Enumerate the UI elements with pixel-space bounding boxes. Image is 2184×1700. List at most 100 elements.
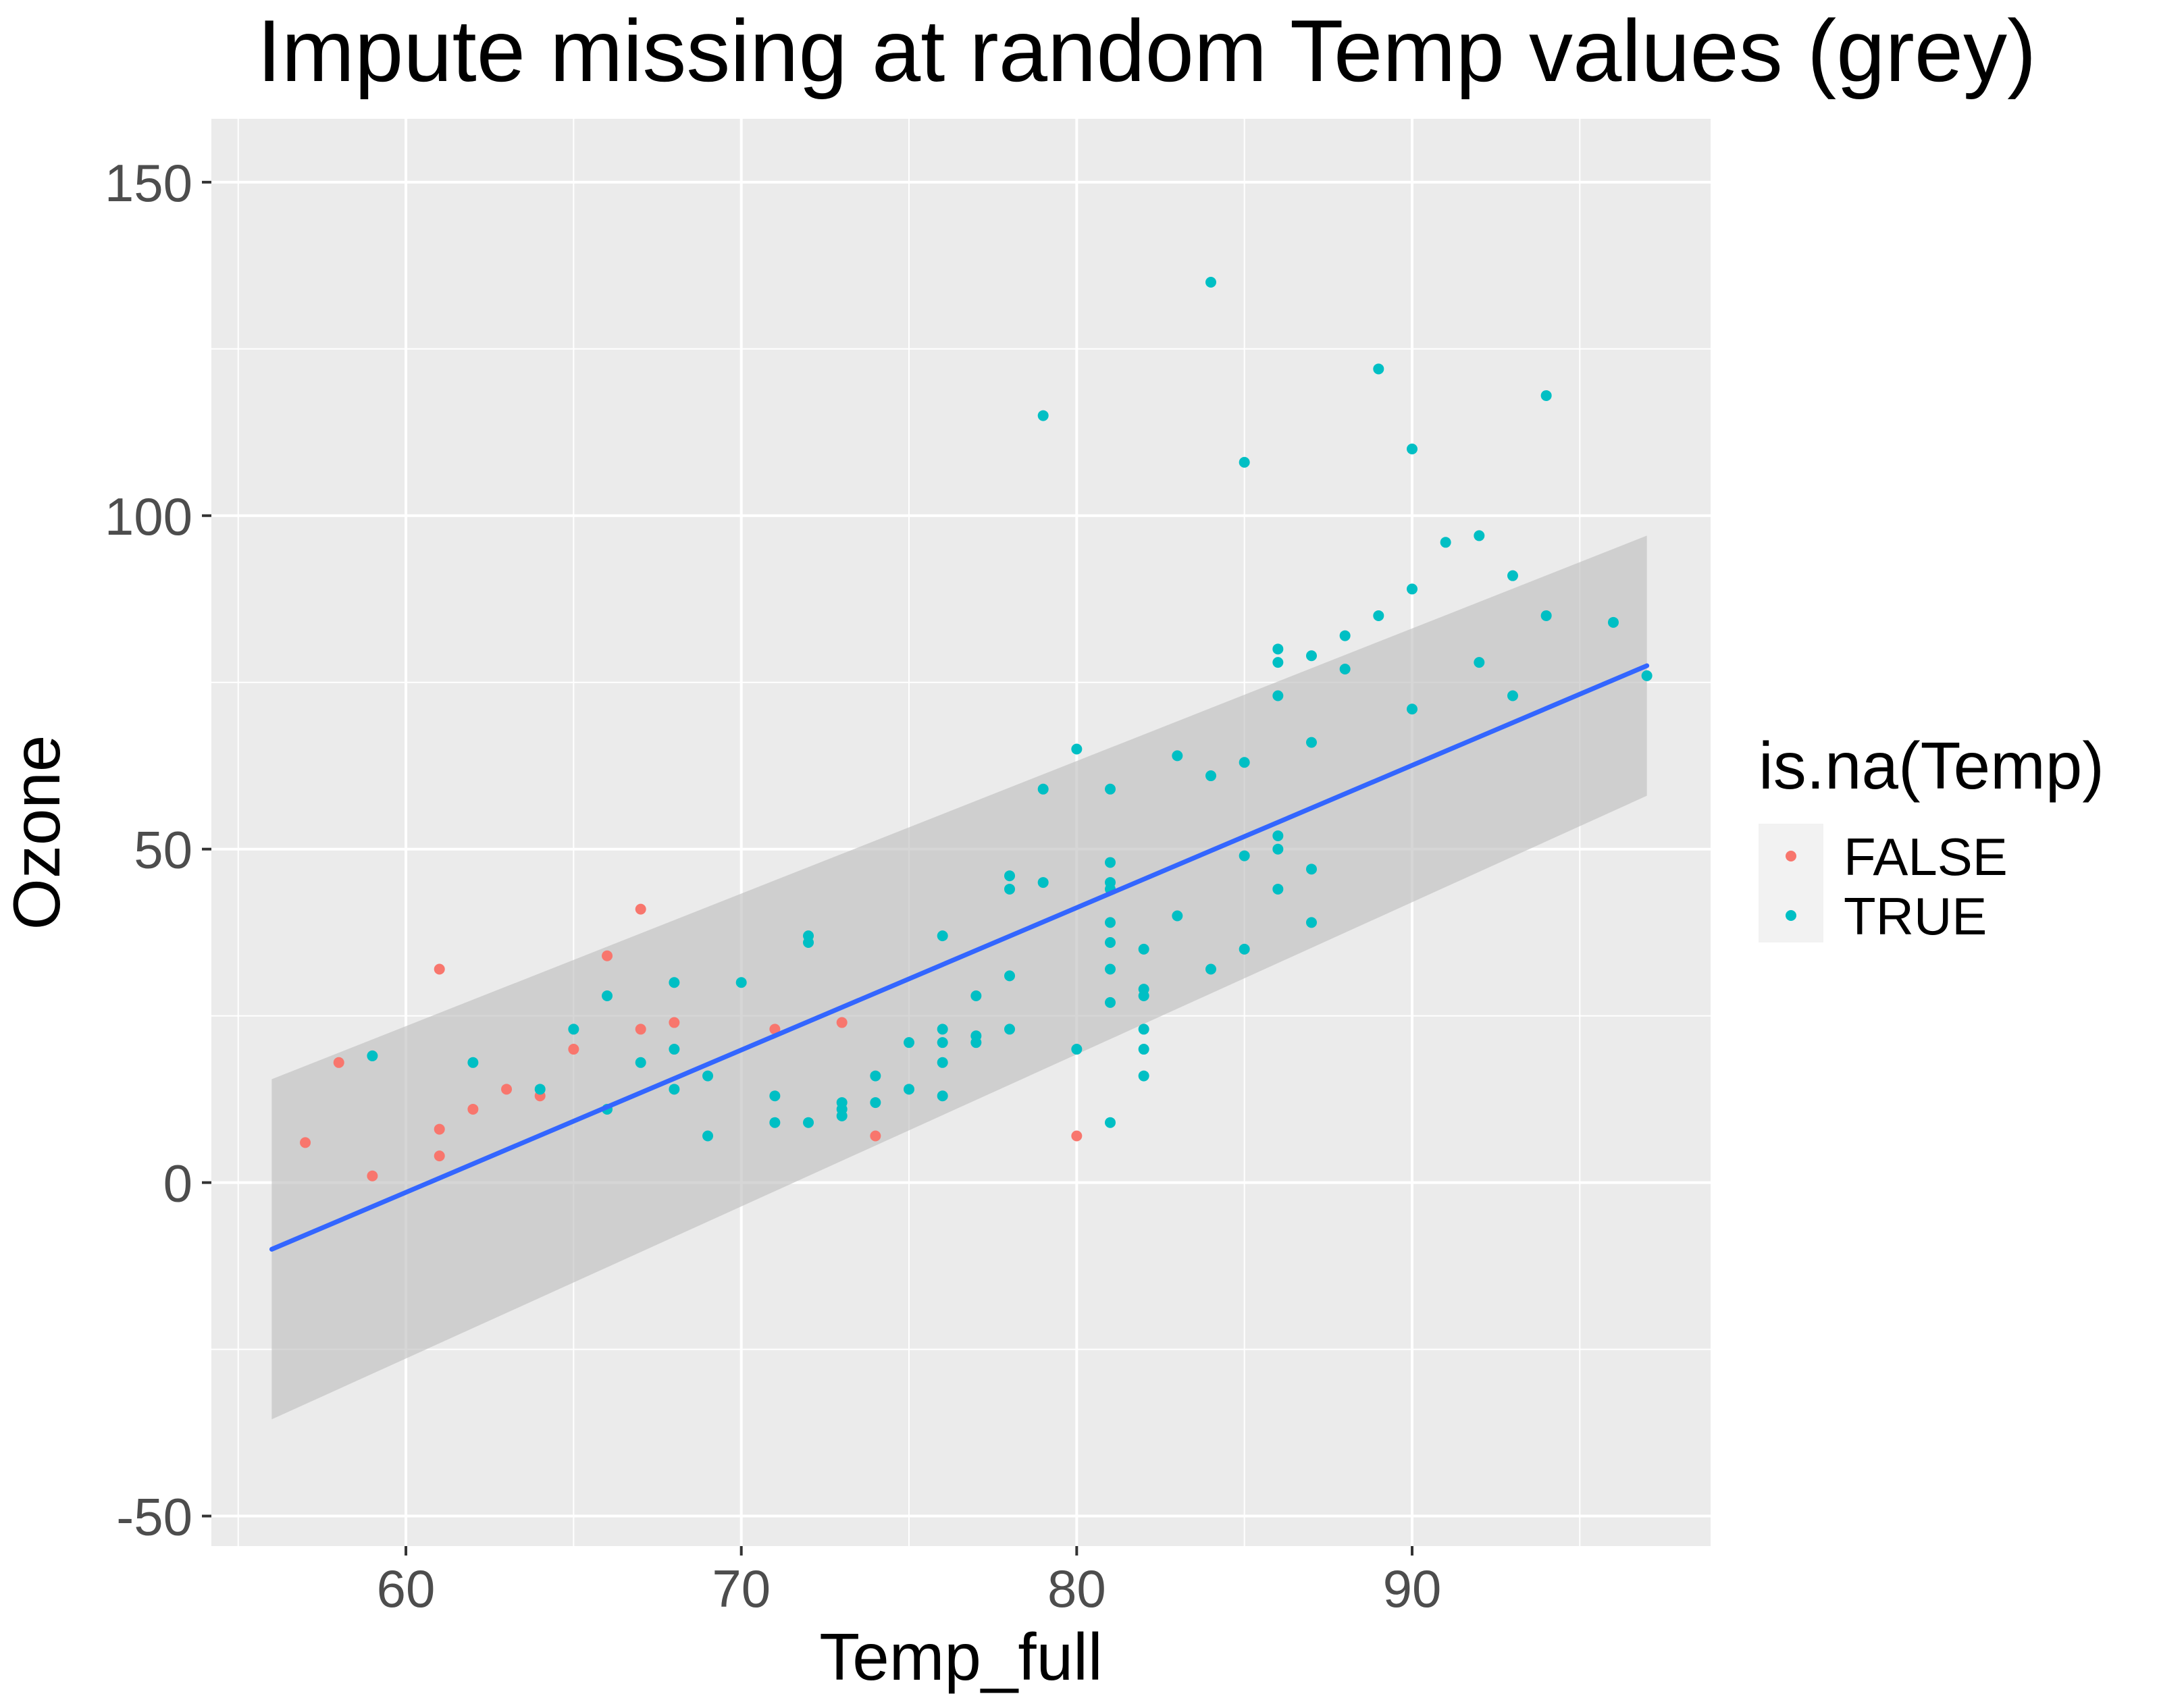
data-point-true — [669, 1084, 680, 1095]
data-point-true — [1172, 750, 1183, 762]
data-point-true — [1105, 783, 1116, 795]
y-tick-label: 100 — [105, 487, 192, 546]
data-point-true — [669, 977, 680, 988]
data-point-false — [367, 1170, 378, 1181]
confidence-band — [271, 535, 1647, 1420]
x-tick-label: 80 — [1047, 1559, 1106, 1618]
data-point-true — [1004, 883, 1016, 895]
y-axis-title: Ozone — [0, 735, 74, 930]
legend: is.na(Temp) FALSE TRUE — [1759, 728, 2104, 946]
data-point-true — [937, 1024, 948, 1035]
data-point-true — [1305, 917, 1317, 928]
data-point-true — [1138, 1044, 1149, 1055]
y-axis: -50 0 50 100 150 — [105, 153, 211, 1547]
data-point-true — [1272, 643, 1284, 655]
legend-label-false: FALSE — [1844, 827, 2008, 886]
data-point-true — [1138, 943, 1149, 955]
data-point-true — [1272, 657, 1284, 668]
data-point-false — [467, 1103, 479, 1115]
data-point-true — [937, 1057, 948, 1068]
data-point-false — [669, 1017, 680, 1028]
data-point-true — [836, 1110, 848, 1121]
data-point-true — [1474, 530, 1485, 541]
x-axis: 60 70 80 90 — [377, 1546, 1442, 1618]
data-point-true — [1339, 630, 1351, 641]
data-point-true — [1037, 410, 1049, 421]
points-layer — [300, 277, 1653, 1181]
data-point-true — [702, 1130, 714, 1142]
data-point-true — [1105, 997, 1116, 1008]
data-point-true — [937, 1090, 948, 1102]
legend-key-false — [1786, 851, 1796, 861]
data-point-true — [367, 1050, 378, 1061]
data-point-false — [434, 963, 445, 975]
data-point-true — [1272, 843, 1284, 855]
data-point-true — [1205, 963, 1216, 975]
legend-title: is.na(Temp) — [1759, 728, 2104, 803]
x-tick-label: 60 — [377, 1559, 436, 1618]
data-point-true — [467, 1057, 479, 1068]
data-point-true — [702, 1070, 714, 1082]
data-point-true — [669, 1044, 680, 1055]
legend-key-background — [1759, 824, 1823, 942]
data-point-true — [1239, 757, 1250, 768]
data-point-true — [1474, 657, 1485, 668]
data-point-true — [1540, 390, 1552, 401]
data-point-false — [769, 1024, 781, 1035]
data-point-true — [1105, 936, 1116, 948]
data-point-true — [568, 1024, 579, 1035]
data-point-true — [1540, 610, 1552, 621]
chart-title: Impute missing at random Temp values (gr… — [257, 1, 2037, 100]
data-point-true — [635, 1057, 646, 1068]
data-point-true — [1138, 1024, 1149, 1035]
data-point-true — [1305, 864, 1317, 875]
data-point-false — [568, 1044, 579, 1055]
x-axis-title: Temp_full — [819, 1620, 1102, 1694]
data-point-true — [1138, 1070, 1149, 1082]
data-point-false — [1071, 1130, 1083, 1142]
data-point-true — [1440, 537, 1451, 548]
data-point-true — [1406, 583, 1418, 595]
data-point-true — [1205, 277, 1216, 288]
legend-label-true: TRUE — [1844, 886, 1987, 946]
x-tick-label: 70 — [712, 1559, 771, 1618]
data-point-true — [735, 977, 747, 988]
x-tick-label: 90 — [1383, 1559, 1442, 1618]
data-point-true — [1071, 743, 1083, 755]
data-point-true — [1105, 857, 1116, 868]
data-point-true — [1272, 883, 1284, 895]
regression-line — [269, 663, 1650, 1252]
data-point-false — [434, 1150, 445, 1162]
data-point-true — [803, 936, 814, 948]
data-point-true — [970, 990, 982, 1002]
data-point-true — [970, 1037, 982, 1048]
data-point-false — [333, 1057, 344, 1068]
data-point-false — [635, 903, 646, 915]
data-point-true — [904, 1037, 915, 1048]
data-point-true — [1037, 783, 1049, 795]
data-point-true — [937, 1037, 948, 1048]
data-point-true — [904, 1084, 915, 1095]
data-point-true — [1138, 990, 1149, 1002]
data-point-true — [1071, 1044, 1083, 1055]
data-point-true — [1607, 616, 1619, 628]
data-point-true — [1272, 830, 1284, 841]
data-point-true — [1239, 850, 1250, 861]
data-point-true — [1037, 877, 1049, 888]
data-point-true — [1205, 770, 1216, 782]
data-point-true — [1406, 443, 1418, 454]
data-point-true — [1105, 1117, 1116, 1128]
data-point-true — [1373, 363, 1384, 375]
data-point-true — [937, 930, 948, 942]
data-point-true — [769, 1117, 781, 1128]
data-point-true — [1004, 1024, 1016, 1035]
data-point-true — [1641, 670, 1653, 681]
data-point-false — [434, 1123, 445, 1135]
data-point-true — [1004, 870, 1016, 882]
data-point-false — [870, 1130, 881, 1142]
data-point-false — [501, 1084, 513, 1095]
data-point-true — [803, 1117, 814, 1128]
data-point-true — [1339, 663, 1351, 674]
data-point-true — [870, 1097, 881, 1109]
